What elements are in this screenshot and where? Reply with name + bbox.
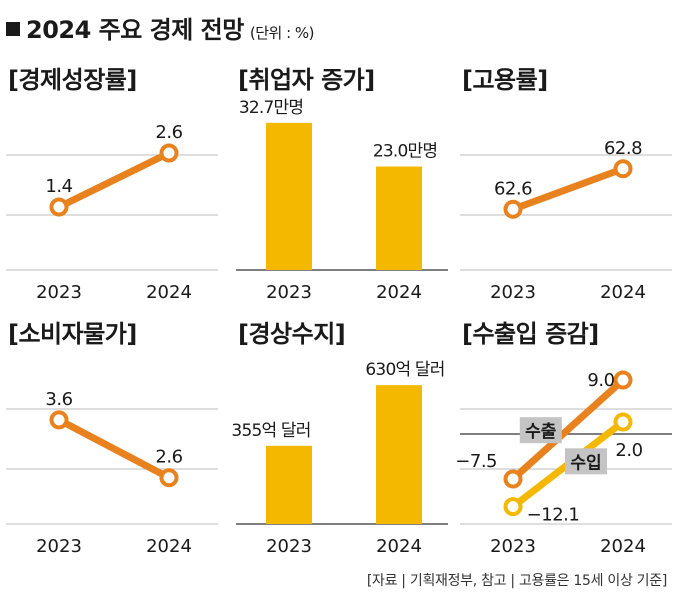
data-point	[503, 497, 523, 517]
chart-panel-jobs: [취업자 증가] 2023 2024 32.7만명 23.0만명	[236, 60, 451, 310]
chart-svg-current-account: 2023 2024 355억 달러 630억 달러	[231, 360, 448, 557]
unit-label: (단위 : %)	[249, 24, 315, 42]
legend-badge	[565, 448, 607, 475]
data-point	[503, 199, 523, 219]
chart-title-trade: [수출입 증감]	[462, 320, 599, 348]
chart-panel-current-account: [경상수지] 2023 2024 355억 달러 630억 달러	[231, 314, 451, 564]
data-point	[613, 159, 633, 179]
chart-title-gdp: [경제성장률]	[8, 66, 137, 94]
chart-svg-cpi: 2023 2024 3.6 2.6	[6, 389, 218, 557]
x-tick-label: 2023	[490, 536, 536, 557]
data-label: 9.0	[587, 370, 614, 391]
x-tick-label: 2024	[600, 282, 646, 303]
x-tick-label: 2023	[36, 282, 82, 303]
data-label: −12.1	[527, 505, 580, 526]
data-label: 62.8	[604, 138, 642, 159]
chart-title-current-account: [경상수지]	[238, 320, 346, 348]
data-point	[49, 197, 69, 217]
chart-svg-jobs: 2023 2024 32.7만명 23.0만명	[236, 98, 448, 303]
data-point	[613, 412, 633, 432]
data-label: 2.6	[155, 122, 182, 143]
bar	[266, 445, 312, 524]
x-tick-label: 2023	[490, 282, 536, 303]
chart-panel-employment: [고용률] 2023 2024 62.6 62.8	[460, 60, 675, 310]
chart-title-cpi: [소비자물가]	[8, 320, 137, 348]
series-line	[509, 165, 627, 213]
x-tick-label: 2023	[266, 282, 312, 303]
title-square-icon	[6, 22, 20, 36]
data-label: 630억 달러	[365, 360, 444, 380]
chart-svg-gdp: 2023 2024 1.4 2.6	[6, 122, 218, 303]
bar	[376, 166, 422, 270]
data-label: 2.0	[615, 440, 642, 461]
chart-panel-trade: [수출입 증감] 2023 2024 −7.5 9.0 수출 −12.1 2.0 수입	[455, 314, 675, 564]
legend-badge	[519, 417, 562, 444]
series-line	[55, 416, 173, 482]
x-tick-label: 2023	[266, 536, 312, 557]
chart-panel-cpi: [소비자물가] 2023 2024 3.6 2.6	[6, 314, 221, 564]
page-title: 2024 주요 경제 전망 (단위 : %)	[6, 10, 315, 45]
chart-title-jobs: [취업자 증가]	[238, 66, 375, 94]
legend-label: 수출	[525, 422, 557, 442]
x-tick-label: 2024	[376, 282, 422, 303]
series-line	[509, 376, 627, 483]
data-label: 355억 달러	[231, 421, 310, 441]
data-label: 32.7만명	[239, 98, 303, 118]
x-tick-label: 2024	[376, 536, 422, 557]
data-label: 3.6	[45, 389, 72, 410]
data-point	[159, 143, 179, 163]
x-tick-label: 2024	[146, 536, 192, 557]
data-point	[503, 469, 523, 489]
data-point	[613, 370, 633, 390]
x-tick-label: 2024	[146, 282, 192, 303]
chart-title-employment: [고용률]	[462, 66, 548, 94]
data-point	[49, 410, 69, 430]
source-note: [자료 | 기획재정부, 참고 | 고용률은 15세 이상 기준]	[366, 573, 667, 589]
bar	[266, 122, 312, 270]
legend-label: 수입	[570, 453, 601, 473]
data-label: 23.0만명	[373, 142, 437, 162]
data-label: 2.6	[155, 447, 182, 468]
data-label: 1.4	[45, 176, 72, 197]
chart-svg-employment: 2023 2024 62.6 62.8	[460, 138, 672, 303]
chart-panel-gdp: [경제성장률] 2023 2024 1.4 2.6	[6, 60, 221, 310]
title-text: 2024 주요 경제 전망	[26, 16, 244, 44]
data-point	[159, 468, 179, 488]
chart-svg-trade: 2023 2024 −7.5 9.0 수출 −12.1 2.0 수입	[455, 370, 672, 557]
data-label: 62.6	[494, 178, 532, 199]
x-tick-label: 2024	[600, 536, 646, 557]
series-line	[55, 149, 173, 211]
x-tick-label: 2023	[36, 536, 82, 557]
data-label: −7.5	[455, 451, 497, 472]
bar	[376, 385, 422, 524]
